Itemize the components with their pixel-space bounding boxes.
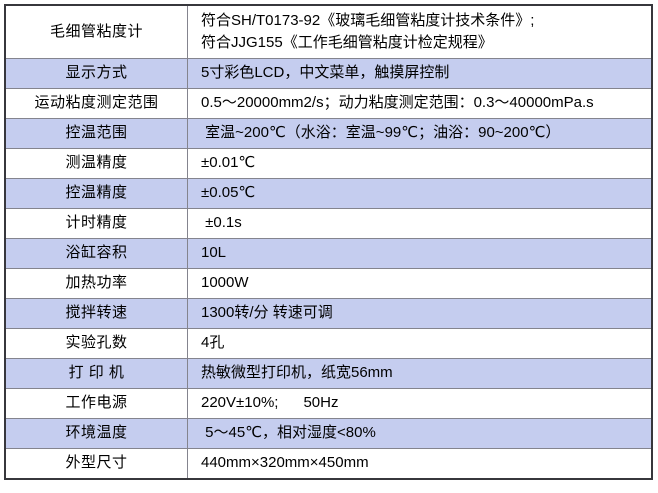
table-row: 浴缸容积 10L: [6, 238, 651, 268]
spec-label: 计时精度: [6, 209, 188, 238]
spec-label: 控温精度: [6, 179, 188, 208]
spec-value: 室温~200℃（水浴：室温~99℃；油浴：90~200℃）: [201, 124, 561, 142]
spec-value: 0.5～20000mm2/s；动力粘度测定范围：0.3～40000mPa.s: [201, 94, 594, 112]
spec-label: 测温精度: [6, 149, 188, 178]
spec-value: 10L: [201, 244, 227, 262]
spec-value: 5寸彩色LCD，中文菜单，触摸屏控制: [201, 64, 450, 82]
spec-label: 运动粘度测定范围: [6, 89, 188, 118]
spec-label: 打 印 机: [6, 359, 188, 388]
table-row: 控温精度 ±0.05℃: [6, 178, 651, 208]
table-row: 显示方式 5寸彩色LCD，中文菜单，触摸屏控制: [6, 58, 651, 88]
table-row: 运动粘度测定范围 0.5～20000mm2/s；动力粘度测定范围：0.3～400…: [6, 88, 651, 118]
spec-value: ±0.1s: [201, 214, 242, 232]
spec-value: 4孔: [201, 334, 225, 352]
table-row: 实验孔数 4孔: [6, 328, 651, 358]
table-row: 外型尺寸 440mm×320mm×450mm: [6, 448, 651, 478]
spec-label: 工作电源: [6, 389, 188, 418]
table-row: 工作电源 220V±10%; 50Hz: [6, 388, 651, 418]
table-row: 打 印 机 热敏微型打印机，纸宽56mm: [6, 358, 651, 388]
spec-label: 加热功率: [6, 269, 188, 298]
spec-label: 显示方式: [6, 59, 188, 88]
spec-value: 5～45℃，相对湿度<80%: [201, 424, 376, 442]
spec-label: 实验孔数: [6, 329, 188, 358]
spec-value: 220V±10%; 50Hz: [201, 394, 339, 412]
table-row: 搅拌转速 1300转/分 转速可调: [6, 298, 651, 328]
spec-value: 热敏微型打印机，纸宽56mm: [201, 364, 393, 382]
spec-value: ±0.01℃: [201, 154, 256, 172]
table-row: 测温精度 ±0.01℃: [6, 148, 651, 178]
spec-label: 控温范围: [6, 119, 188, 148]
spec-value: 440mm×320mm×450mm: [201, 454, 369, 472]
spec-value: ±0.05℃: [201, 184, 256, 202]
spec-label: 浴缸容积: [6, 239, 188, 268]
spec-label: 外型尺寸: [6, 449, 188, 478]
spec-value: 符合SH/T0173-92《玻璃毛细管粘度计技术条件》; 符合JJG155《工作…: [201, 11, 535, 52]
spec-label: 环境温度: [6, 419, 188, 448]
table-row: 控温范围 室温~200℃（水浴：室温~99℃；油浴：90~200℃）: [6, 118, 651, 148]
spec-label: 搅拌转速: [6, 299, 188, 328]
table-row: 计时精度 ±0.1s: [6, 208, 651, 238]
spec-value: 1300转/分 转速可调: [201, 304, 333, 322]
table-row: 环境温度 5～45℃，相对湿度<80%: [6, 418, 651, 448]
spec-value: 1000W: [201, 274, 249, 292]
spec-label: 毛细管粘度计: [6, 6, 188, 58]
table-row: 毛细管粘度计 符合SH/T0173-92《玻璃毛细管粘度计技术条件》; 符合JJ…: [6, 6, 651, 58]
table-row: 加热功率 1000W: [6, 268, 651, 298]
spec-table: 毛细管粘度计 符合SH/T0173-92《玻璃毛细管粘度计技术条件》; 符合JJ…: [4, 4, 653, 480]
